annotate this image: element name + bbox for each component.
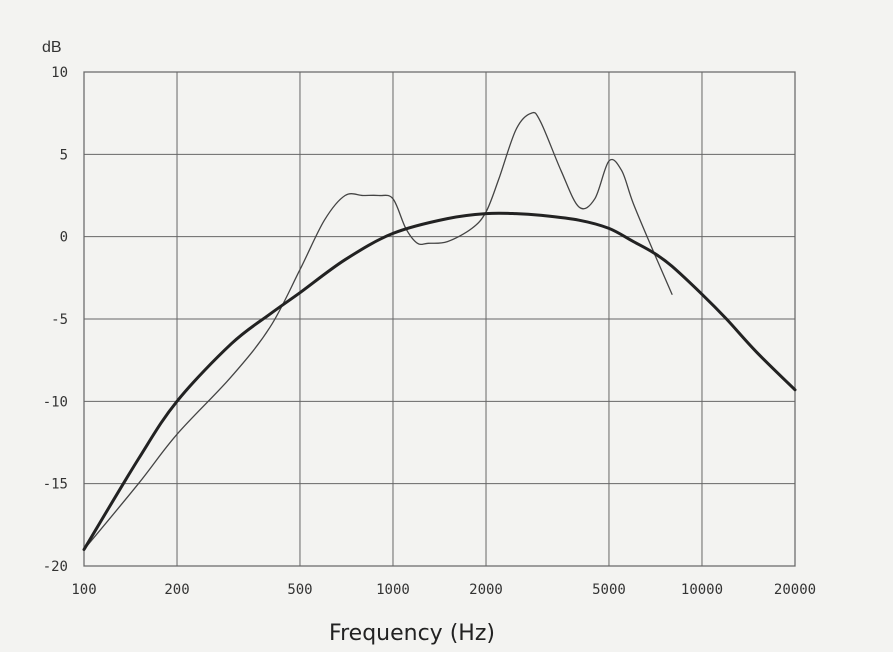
y-tick-label: 0 (60, 230, 68, 246)
gridlines (83, 71, 796, 567)
x-axis-title: Frequency (Hz) (329, 621, 495, 646)
x-tick-label: 2000 (469, 582, 503, 598)
x-tick-label: 5000 (592, 582, 626, 598)
x-tick-label: 1000 (376, 582, 410, 598)
y-tick-label: 5 (60, 147, 68, 163)
x-tick-label: 20000 (774, 582, 816, 598)
series-lines (82, 111, 797, 551)
y-tick-label: -5 (51, 312, 68, 328)
y-tick-label: -20 (43, 559, 68, 575)
x-tick-label: 10000 (681, 582, 723, 598)
x-tick-label: 100 (71, 582, 96, 598)
x-tick-label: 200 (164, 582, 189, 598)
y-tick-label: -15 (43, 477, 68, 493)
y-axis-unit-label: dB (42, 39, 62, 56)
y-tick-label: 10 (51, 65, 68, 81)
x-tick-label: 500 (287, 582, 312, 598)
y-tick-label: -10 (43, 394, 68, 410)
x-tick-labels: 100 200 500 1000 2000 5000 10000 20000 (71, 582, 816, 598)
thick-response-curve (82, 211, 797, 551)
y-tick-labels: 10 5 0 -5 -10 -15 -20 (43, 65, 68, 575)
